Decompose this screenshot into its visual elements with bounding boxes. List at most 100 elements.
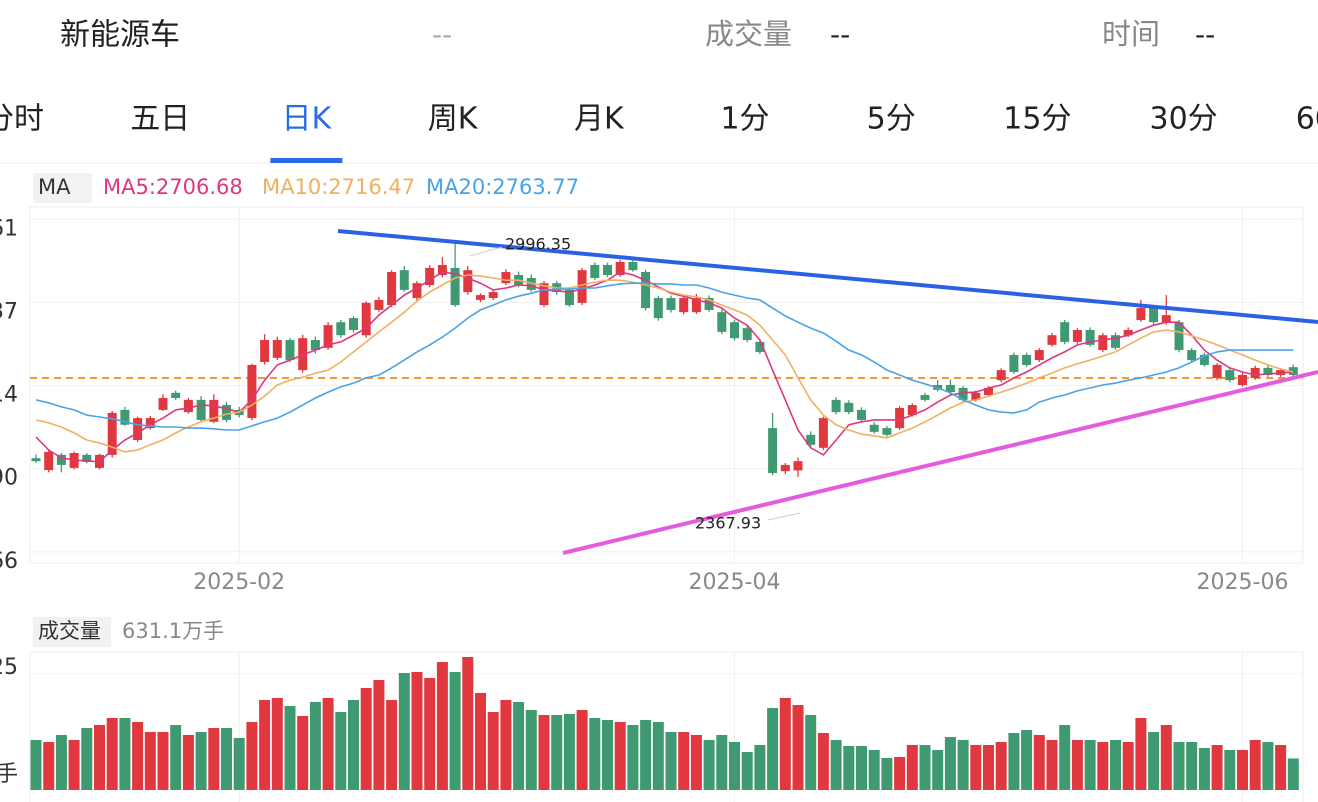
- volume-bar: [68, 740, 80, 790]
- candle-body: [679, 298, 689, 313]
- candle-body: [450, 267, 460, 306]
- candle-body: [869, 424, 879, 432]
- tab[interactable]: 30分: [1150, 102, 1218, 137]
- tab[interactable]: 1分: [720, 102, 769, 137]
- volume-bar: [170, 725, 182, 790]
- candle-body: [691, 298, 701, 313]
- candle-body: [247, 364, 257, 419]
- volume-bar: [1008, 733, 1020, 790]
- candle-body: [1047, 335, 1057, 345]
- volume-bar: [259, 700, 271, 790]
- volume-bar: [640, 720, 652, 790]
- volume-bar: [55, 735, 67, 790]
- candle-body: [742, 328, 752, 341]
- candle-body: [158, 398, 168, 410]
- volume-bar: [970, 745, 982, 790]
- volume-bar: [195, 732, 207, 790]
- candle-body: [1060, 322, 1070, 342]
- legend-entry: MA5:2706.68: [103, 175, 243, 199]
- volume-bar: [81, 728, 93, 790]
- candle-body: [920, 395, 930, 400]
- volume-bar: [538, 715, 550, 790]
- candle-body: [412, 283, 422, 299]
- volume-bar: [995, 742, 1007, 790]
- max-pointer: [469, 246, 503, 257]
- candle-body: [1149, 308, 1159, 323]
- volume-bar: [1071, 740, 1083, 790]
- candle-body: [349, 318, 358, 331]
- tab[interactable]: 5分: [867, 102, 916, 137]
- volume-bar: [1211, 745, 1223, 790]
- candle-body: [310, 340, 320, 351]
- volume-bar: [843, 746, 855, 790]
- candle-body: [196, 399, 206, 420]
- volume-bar: [322, 698, 334, 790]
- candle-body: [1009, 354, 1019, 372]
- candle-body: [780, 464, 790, 472]
- candle-body: [895, 408, 905, 429]
- stock-name: 新能源车: [60, 18, 180, 53]
- candle-body: [717, 312, 727, 332]
- volume-bar: [894, 757, 906, 790]
- volume-bar: [1262, 742, 1274, 790]
- candle-body: [1212, 364, 1222, 378]
- candle-body: [996, 370, 1006, 381]
- candle-body: [374, 299, 384, 310]
- volume-bar: [119, 718, 131, 790]
- volume-bar: [1160, 725, 1172, 790]
- volume-frame: [29, 651, 1304, 802]
- candle-body: [653, 298, 663, 319]
- candle-body: [615, 261, 625, 276]
- candle-body: [463, 270, 473, 293]
- volume-bar: [779, 698, 791, 790]
- volume-title-box: [33, 617, 111, 647]
- candle-body: [806, 434, 816, 445]
- tab[interactable]: 分时: [0, 102, 44, 137]
- volume-bar: [1084, 740, 1096, 790]
- candle-body: [971, 392, 981, 400]
- volume-bar: [1097, 742, 1109, 790]
- volume-bar: [208, 728, 220, 790]
- y-tick-label: 2390: [0, 466, 18, 491]
- volume-bar: [221, 728, 232, 790]
- volume-bar: [1186, 742, 1198, 790]
- candle-body: [1199, 354, 1209, 365]
- volume-bar: [563, 714, 575, 790]
- candle-body: [564, 289, 574, 306]
- volume-bar: [1275, 745, 1287, 790]
- volume-bar: [398, 673, 410, 790]
- volume-value: --: [830, 18, 850, 51]
- candle-body: [107, 412, 117, 455]
- candle-body: [945, 385, 955, 393]
- volume-bar: [373, 680, 385, 790]
- candle-body: [857, 409, 866, 420]
- time-value: --: [1195, 18, 1215, 51]
- volume-bar: [665, 732, 677, 790]
- candle-body: [539, 283, 549, 306]
- volume-bar: [94, 725, 105, 790]
- candle-body: [285, 340, 295, 361]
- volume-bar: [360, 688, 372, 790]
- candle-body: [1187, 350, 1197, 361]
- tab[interactable]: 月K: [574, 102, 625, 137]
- volume-bar: [449, 672, 461, 790]
- tab[interactable]: 60分: [1296, 102, 1318, 137]
- time-caption: 时间: [1102, 17, 1160, 51]
- volume-bar: [335, 712, 347, 790]
- candle-body: [501, 272, 511, 284]
- volume-bar: [690, 735, 702, 790]
- legend-entry: MA10:2716.47: [262, 175, 415, 199]
- y-tick-label: 2837: [0, 300, 18, 325]
- tab[interactable]: 周K: [428, 102, 479, 137]
- volume-bar: [144, 732, 156, 790]
- tab[interactable]: 日K: [282, 102, 333, 137]
- volume-bar: [1173, 742, 1185, 790]
- candle-body: [1022, 354, 1032, 365]
- volume-bar: [1287, 758, 1299, 790]
- tab[interactable]: 五日: [130, 102, 190, 137]
- candle-body: [1034, 350, 1044, 361]
- tab[interactable]: 15分: [1003, 102, 1071, 137]
- candle-body: [1161, 315, 1171, 323]
- volume-bar: [43, 742, 55, 790]
